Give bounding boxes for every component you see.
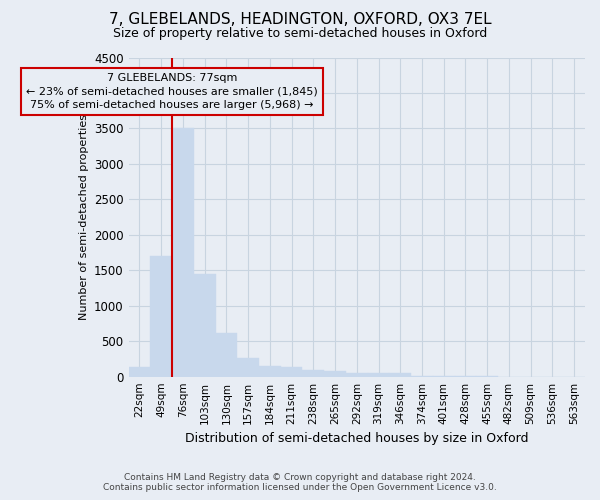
Bar bbox=[346, 373, 368, 376]
Bar bbox=[389, 373, 411, 376]
X-axis label: Distribution of semi-detached houses by size in Oxford: Distribution of semi-detached houses by … bbox=[185, 432, 529, 445]
Bar bbox=[237, 358, 259, 376]
Bar bbox=[281, 367, 302, 376]
Bar bbox=[259, 366, 281, 376]
Bar bbox=[172, 128, 194, 376]
Bar bbox=[194, 274, 215, 376]
Bar bbox=[215, 332, 237, 376]
Bar bbox=[128, 368, 151, 376]
Bar bbox=[151, 256, 172, 376]
Text: Size of property relative to semi-detached houses in Oxford: Size of property relative to semi-detach… bbox=[113, 28, 487, 40]
Y-axis label: Number of semi-detached properties: Number of semi-detached properties bbox=[79, 114, 89, 320]
Bar bbox=[368, 374, 389, 376]
Bar bbox=[302, 370, 324, 376]
Text: 7, GLEBELANDS, HEADINGTON, OXFORD, OX3 7EL: 7, GLEBELANDS, HEADINGTON, OXFORD, OX3 7… bbox=[109, 12, 491, 28]
Bar bbox=[324, 370, 346, 376]
Text: Contains HM Land Registry data © Crown copyright and database right 2024.
Contai: Contains HM Land Registry data © Crown c… bbox=[103, 473, 497, 492]
Text: 7 GLEBELANDS: 77sqm
← 23% of semi-detached houses are smaller (1,845)
75% of sem: 7 GLEBELANDS: 77sqm ← 23% of semi-detach… bbox=[26, 73, 318, 110]
